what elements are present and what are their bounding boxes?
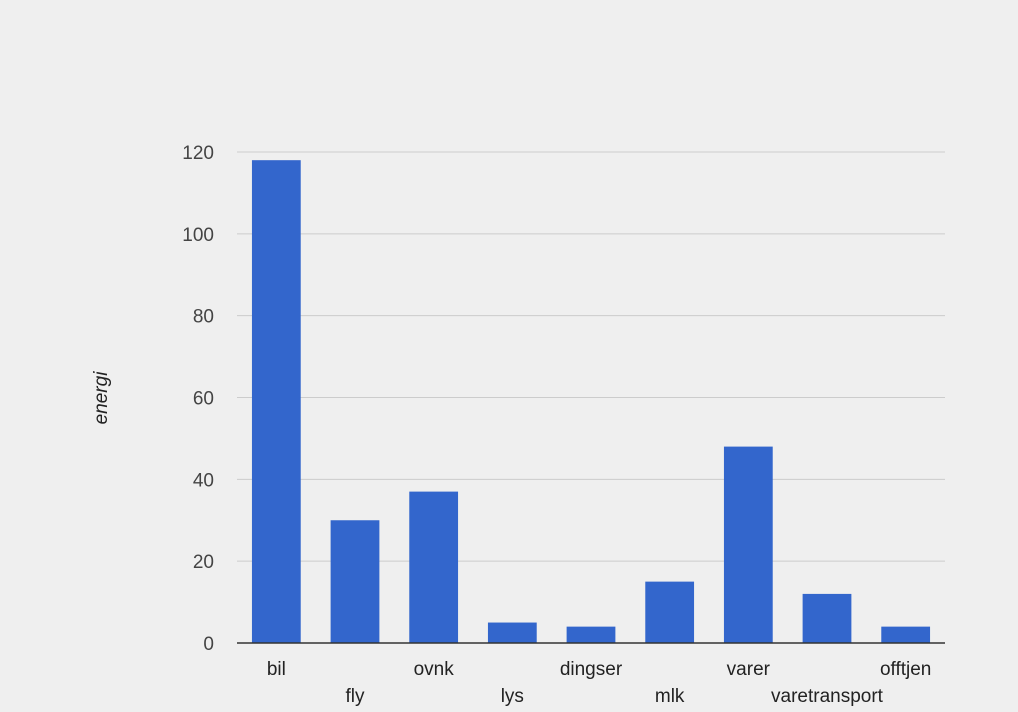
bars: [251, 160, 931, 643]
x-tick-label: lys: [501, 686, 524, 707]
x-tick-label: offtjen: [880, 659, 931, 680]
x-tick-label: dingser: [560, 659, 623, 680]
y-tick-label: 20: [193, 552, 214, 573]
bar-varetransport[interactable]: [802, 593, 852, 643]
bar-offtjen[interactable]: [881, 626, 931, 643]
y-axis-ticks: 0 20 40 60 80 100 120: [182, 143, 214, 655]
bar-lys[interactable]: [487, 622, 537, 643]
y-axis-title: energi: [91, 371, 112, 425]
x-tick-label: varetransport: [771, 686, 884, 707]
bar-varer[interactable]: [723, 446, 773, 643]
y-tick-label: 120: [182, 143, 214, 164]
x-axis-labels: bil fly ovnk lys dingser mlk varervaretranspor…: [267, 659, 932, 707]
x-tick-label: mlk: [655, 686, 685, 707]
bar-ovnk[interactable]: [409, 491, 459, 643]
y-tick-label: 100: [182, 225, 214, 246]
x-tick-label: bil: [267, 659, 286, 680]
x-tick-label: fly: [346, 686, 366, 707]
y-tick-label: 80: [193, 307, 214, 328]
bar-dingser[interactable]: [566, 626, 616, 643]
bar-fly[interactable]: [330, 520, 380, 643]
x-tick-label: ovnk: [414, 659, 455, 680]
x-tick-label: varer: [727, 659, 771, 680]
y-tick-label: 40: [193, 470, 214, 491]
y-tick-label: 60: [193, 389, 214, 410]
gridlines: [237, 151, 945, 562]
bar-mlk[interactable]: [645, 581, 695, 643]
bar-bil[interactable]: [251, 160, 301, 643]
y-tick-label: 0: [203, 634, 214, 655]
